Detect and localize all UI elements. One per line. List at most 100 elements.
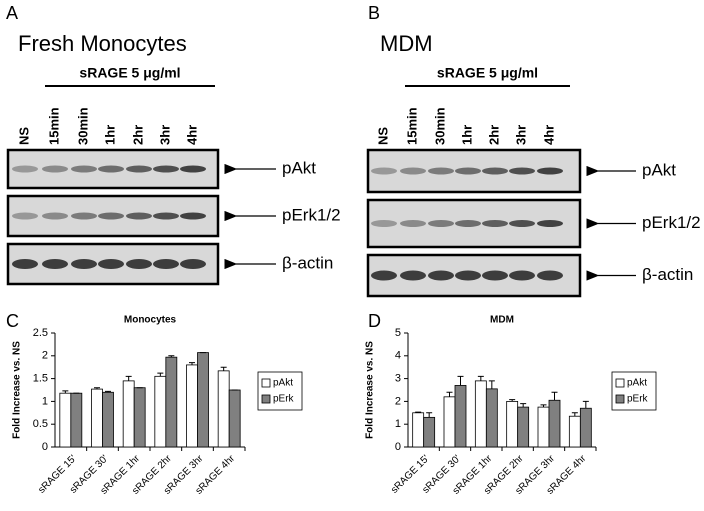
error-bar [571,412,578,417]
error-bar [220,366,227,371]
blot-band [153,212,179,220]
blot-band [12,165,38,173]
y-axis-label: Fold Increase vs. NS [12,341,23,439]
bar [217,370,230,448]
blot-band [180,165,206,173]
blot-label: pErk1/2 [282,205,341,224]
error-bar [457,375,464,386]
lane-label: NS [16,127,31,145]
bar [102,391,114,448]
bar [568,415,581,448]
lane-label: 2hr [486,125,501,145]
bar [59,392,72,448]
blot-band [98,165,124,173]
legend-swatch [615,394,625,404]
bar [517,406,530,448]
blot-band [371,270,397,281]
legend-box [611,371,657,411]
blot-band [400,220,426,227]
blot-band [153,259,179,269]
treatment-label: sRAGE 5 μg/ml [79,65,180,81]
blot-label: β-actin [642,265,693,284]
blot-band [12,212,38,220]
y-tick-label: 0 [42,441,48,453]
blot-band [428,220,454,227]
blot-band [126,212,152,220]
bar [506,400,519,448]
bar [197,352,209,448]
legend-label: pAkt [273,378,293,389]
legend-box [257,371,303,411]
blot-band [98,259,124,269]
lane-label: 15min [46,107,61,145]
blot-band [428,167,454,175]
blot-band [428,270,454,281]
lane-label: 30min [432,107,447,145]
blot-band [455,270,481,281]
blot-band [482,220,508,227]
blot-band [71,259,97,269]
legend-label: pErk [273,394,295,405]
y-tick-label: 1 [42,395,48,407]
panel-title: MDM [380,31,433,56]
lane-label: 30min [75,107,90,145]
error-bar [520,403,527,408]
error-bar [105,390,111,393]
panel-letter: D [368,311,381,331]
blot-band [537,220,563,227]
blot-band [126,165,152,173]
error-bar [477,375,484,381]
blot-band [180,259,206,269]
blot-band [42,259,68,269]
bar [412,412,425,448]
blot-band [42,212,68,220]
y-axis-label: Fold Increase vs. NS [365,341,376,439]
blot-band [537,167,563,175]
blot-band [455,167,481,175]
blot-band [455,220,481,227]
blot-label: pAkt [282,158,316,177]
bar [133,387,146,448]
bar [423,416,436,448]
lane-label: 1hr [102,125,117,145]
lane-label: 3hr [513,125,528,145]
treatment-label: sRAGE 5 μg/ml [437,65,538,81]
error-bar [446,391,453,397]
bar [165,356,178,448]
bar [228,389,241,448]
bar [154,375,167,448]
blot-band [400,270,426,281]
bar [122,380,135,448]
blot-band [371,220,397,227]
lane-label: 4hr [541,125,556,145]
chart-title: Monocytes [124,315,177,326]
blot-band [71,212,97,220]
blot-band [12,259,38,269]
legend-label: pAkt [627,378,647,389]
blot-band [180,212,206,220]
error-bar [168,355,175,358]
lane-label: 3hr [157,125,172,145]
bar [454,385,467,448]
bar [537,406,550,448]
lane-label: 1hr [459,125,474,145]
lane-label: 2hr [130,125,145,145]
legend-swatch [261,378,271,388]
bar [485,388,498,448]
bar [474,380,487,448]
error-bar [426,412,433,418]
y-tick-label: 1 [395,418,401,430]
y-tick-label: 0.5 [33,418,48,430]
panel-letter: A [6,3,18,23]
error-bar [582,400,589,409]
bar [91,388,103,448]
error-bar [157,372,164,377]
legend-swatch [261,394,271,404]
blot-band [71,165,97,173]
blot-band [98,212,124,220]
y-tick-label: 3 [395,373,401,385]
error-bar [488,380,495,389]
blot-band [42,165,68,173]
y-tick-label: 0 [395,441,401,453]
blot-band [509,270,535,281]
